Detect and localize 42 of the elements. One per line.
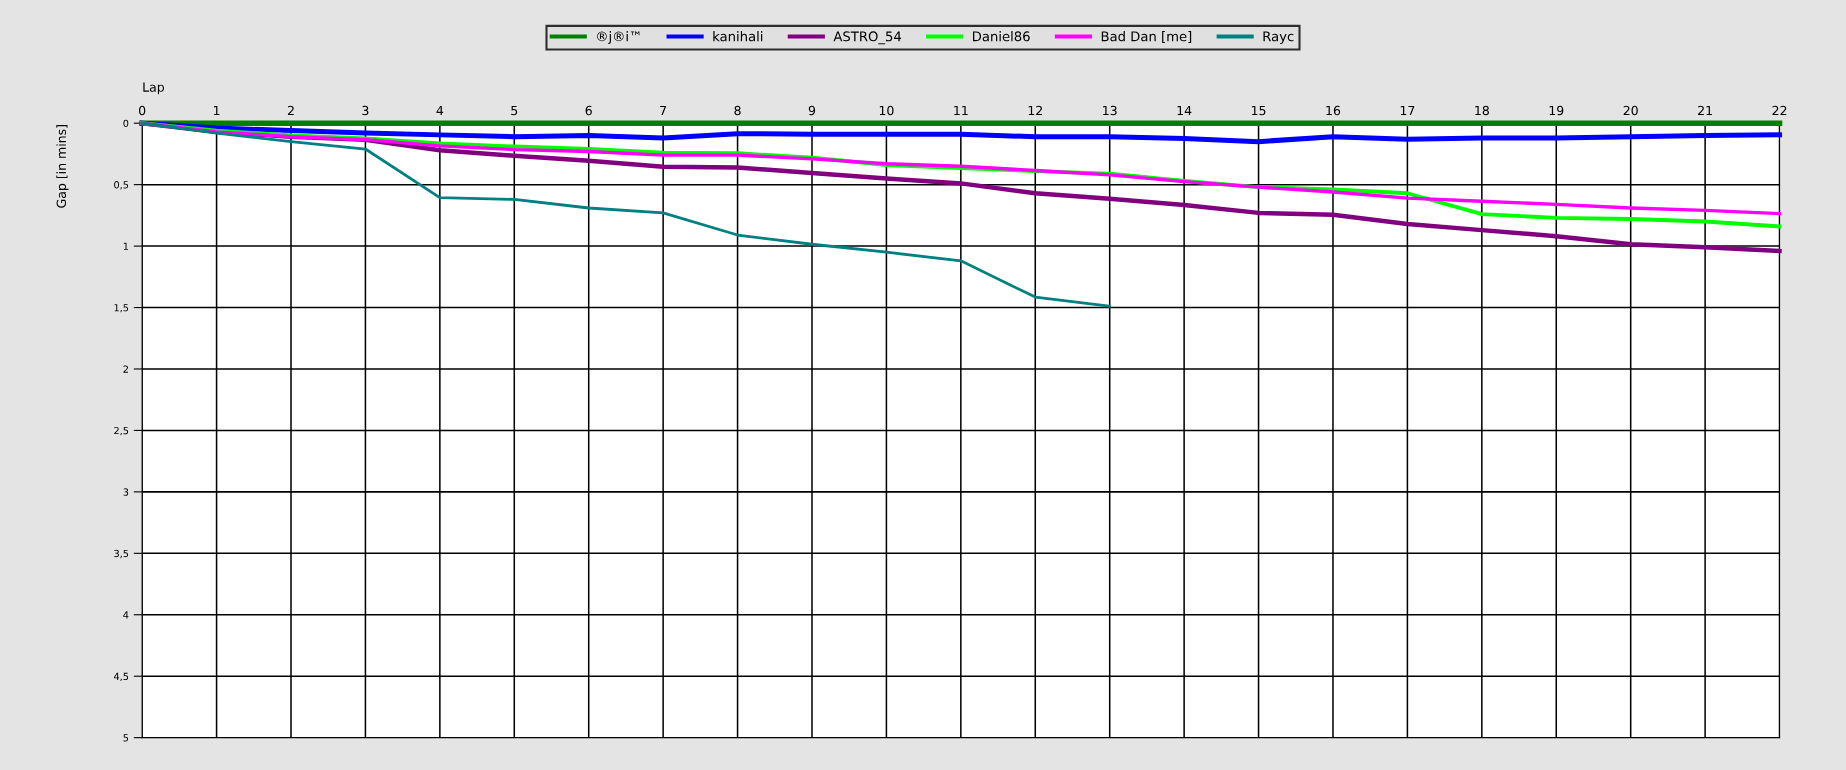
x-tick-label: 15 xyxy=(1251,105,1266,116)
y-tick-label: 3 xyxy=(123,488,129,496)
x-tick-label: 7 xyxy=(660,105,667,116)
x-tick-label: 22 xyxy=(1772,105,1787,116)
x-tick-label: 1 xyxy=(213,105,220,116)
y-tick-label: 4,5 xyxy=(113,672,129,682)
x-tick-label: 11 xyxy=(954,105,968,116)
x-tick-label: 4 xyxy=(436,105,444,116)
x-tick-label: 0 xyxy=(138,105,146,116)
x-tick-label: 20 xyxy=(1623,105,1638,116)
x-tick-label: 13 xyxy=(1103,105,1117,116)
y-axis-title: Gap [in mins] xyxy=(56,125,69,208)
legend-label: ®j®i™ xyxy=(597,31,640,44)
legend-label: ASTRO_54 xyxy=(833,31,902,45)
x-tick-label: 14 xyxy=(1177,105,1192,116)
legend-label: Rayc xyxy=(1263,31,1294,44)
y-tick-label: 1,5 xyxy=(114,304,129,313)
y-tick-label: 4 xyxy=(123,611,129,619)
y-tick-label: 0,5 xyxy=(114,181,129,190)
y-tick-label: 2,5 xyxy=(114,426,129,436)
y-tick-label: 3,5 xyxy=(114,549,129,559)
x-tick-label: 9 xyxy=(808,105,816,116)
y-tick-label: 5 xyxy=(123,734,129,742)
x-tick-label: 8 xyxy=(734,105,741,116)
y-tick-label: 1 xyxy=(123,242,129,250)
x-axis-title: Lap xyxy=(143,82,165,95)
legend-label: Bad Dan [me] xyxy=(1101,31,1192,43)
x-tick-label: 2 xyxy=(287,105,294,116)
x-tick-label: 6 xyxy=(585,105,592,116)
legend-label: Daniel86 xyxy=(973,31,1030,42)
y-tick-label: 0 xyxy=(123,119,129,128)
legend-label: kanihali xyxy=(713,31,763,42)
x-tick-label: 17 xyxy=(1400,105,1415,116)
x-tick-label: 10 xyxy=(879,105,894,116)
x-tick-label: 5 xyxy=(511,105,518,116)
x-tick-label: 16 xyxy=(1326,105,1341,116)
x-tick-label: 19 xyxy=(1549,105,1564,116)
x-tick-label: 3 xyxy=(362,105,369,116)
x-tick-label: 12 xyxy=(1028,105,1042,116)
y-tick-label: 2 xyxy=(123,365,128,373)
x-tick-label: 21 xyxy=(1698,105,1712,116)
x-tick-label: 18 xyxy=(1475,105,1489,116)
